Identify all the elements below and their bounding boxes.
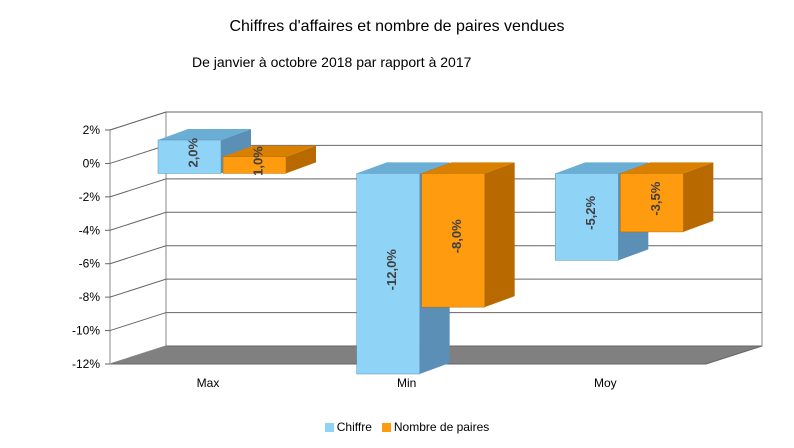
- y-tick-label: -8%: [79, 290, 101, 304]
- bar-side-paires-min: [484, 162, 515, 308]
- bar-top-chiffre-max: [158, 129, 251, 140]
- bar-side-paires-moy: [683, 162, 714, 232]
- legend-swatch-chiffre: [324, 422, 334, 432]
- data-label-chiffre-min: -12,0%: [384, 249, 399, 291]
- data-label-paires-moy: -3,5%: [648, 181, 663, 215]
- legend-item-chiffre: Chiffre: [324, 420, 372, 434]
- chart-title: Chiffres d'affaires et nombre de paires …: [229, 18, 565, 35]
- bar-paires-max: [222, 156, 287, 174]
- data-label-chiffre-moy: -5,2%: [583, 195, 598, 229]
- gridline: [109, 111, 762, 131]
- legend-label-chiffre: Chiffre: [336, 420, 372, 434]
- data-label-paires-min: -8,0%: [449, 219, 464, 253]
- bar-paires-min: [421, 173, 485, 308]
- y-tick-label: -6%: [79, 257, 101, 271]
- data-label-paires-max: 1,0%: [251, 146, 266, 176]
- side-wall: [109, 111, 167, 365]
- x-tick-label: Max: [197, 376, 220, 390]
- bar-top-paires-min: [421, 162, 515, 174]
- data-label-chiffre-max: 2,0%: [186, 137, 201, 167]
- bar-paires-moy: [620, 173, 684, 233]
- y-tick-label: -2%: [79, 190, 101, 204]
- bar-chiffre-max: [157, 139, 222, 174]
- gridline: [109, 278, 762, 298]
- bar-chiffre-min: [356, 173, 420, 375]
- y-tick-label: 2%: [83, 123, 101, 137]
- bar-top-chiffre-moy: [555, 162, 649, 174]
- legend-item-paires: Nombre de paires: [381, 420, 490, 434]
- y-tick-label: -12%: [72, 357, 100, 371]
- chart-subtitle: De janvier à octobre 2018 par rapport à …: [192, 54, 472, 70]
- bar-chiffre-moy: [555, 173, 619, 261]
- bar-side-paires-max: [286, 145, 316, 174]
- x-tick-label: Min: [397, 376, 416, 390]
- bar-top-chiffre-min: [356, 162, 450, 174]
- gridline: [109, 312, 762, 332]
- bar-top-paires-max: [223, 145, 316, 157]
- y-tick-label: -10%: [72, 324, 100, 338]
- legend-label-paires: Nombre de paires: [393, 420, 490, 434]
- bar-top-paires-moy: [620, 162, 714, 174]
- y-tick-label: 0%: [83, 156, 101, 170]
- y-tick-label: -4%: [79, 223, 101, 237]
- legend: Chiffre Nombre de paires: [0, 420, 794, 434]
- x-tick-label: Moy: [594, 376, 617, 390]
- legend-swatch-paires: [381, 422, 391, 432]
